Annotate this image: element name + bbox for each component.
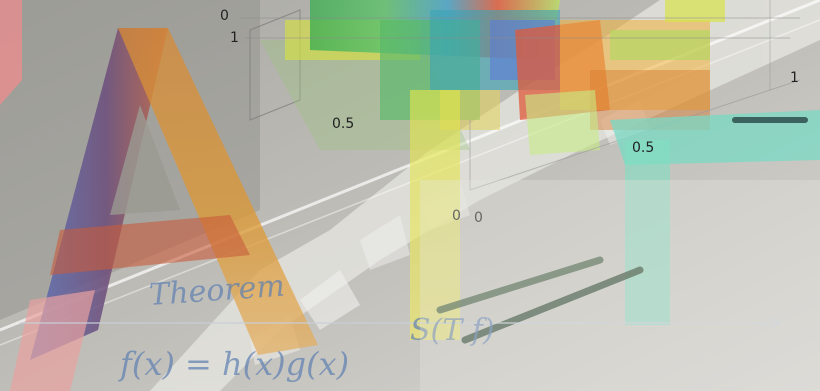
letter-a-bottom: [10, 290, 95, 391]
letter-a-crossbar: [50, 215, 250, 275]
tick-label-0-top: 0: [220, 8, 229, 24]
tick-label-0-bottom-a: 0: [452, 208, 461, 224]
tick-label-1-right: 1: [790, 70, 799, 86]
letter-a-shape: [10, 28, 318, 391]
handwriting-equation: f(x) = h(x)g(x): [118, 345, 349, 383]
hanging-chalk-stroke-2: [461, 266, 644, 344]
letter-t-right-stem: [625, 140, 670, 325]
tick-label-1-top: 1: [230, 30, 239, 46]
pink-fragment: [0, 0, 22, 105]
tick-label-05-right: 0.5: [632, 140, 654, 156]
letter-a-right-stroke: [118, 28, 318, 355]
light-wash: [420, 180, 820, 391]
tick-label-0-bottom-b: 0: [474, 210, 483, 226]
letter-a-inner: [110, 105, 180, 215]
handwriting-s-tf: S(T f): [410, 313, 495, 348]
tick-label-05-left: 0.5: [332, 116, 354, 132]
letter-a-left-stroke: [30, 28, 168, 360]
hanging-chalk-stroke: [436, 256, 604, 314]
letter-t-stem: [410, 90, 460, 340]
letter-t-shape: [410, 90, 820, 340]
arrow-head: [767, 316, 782, 330]
